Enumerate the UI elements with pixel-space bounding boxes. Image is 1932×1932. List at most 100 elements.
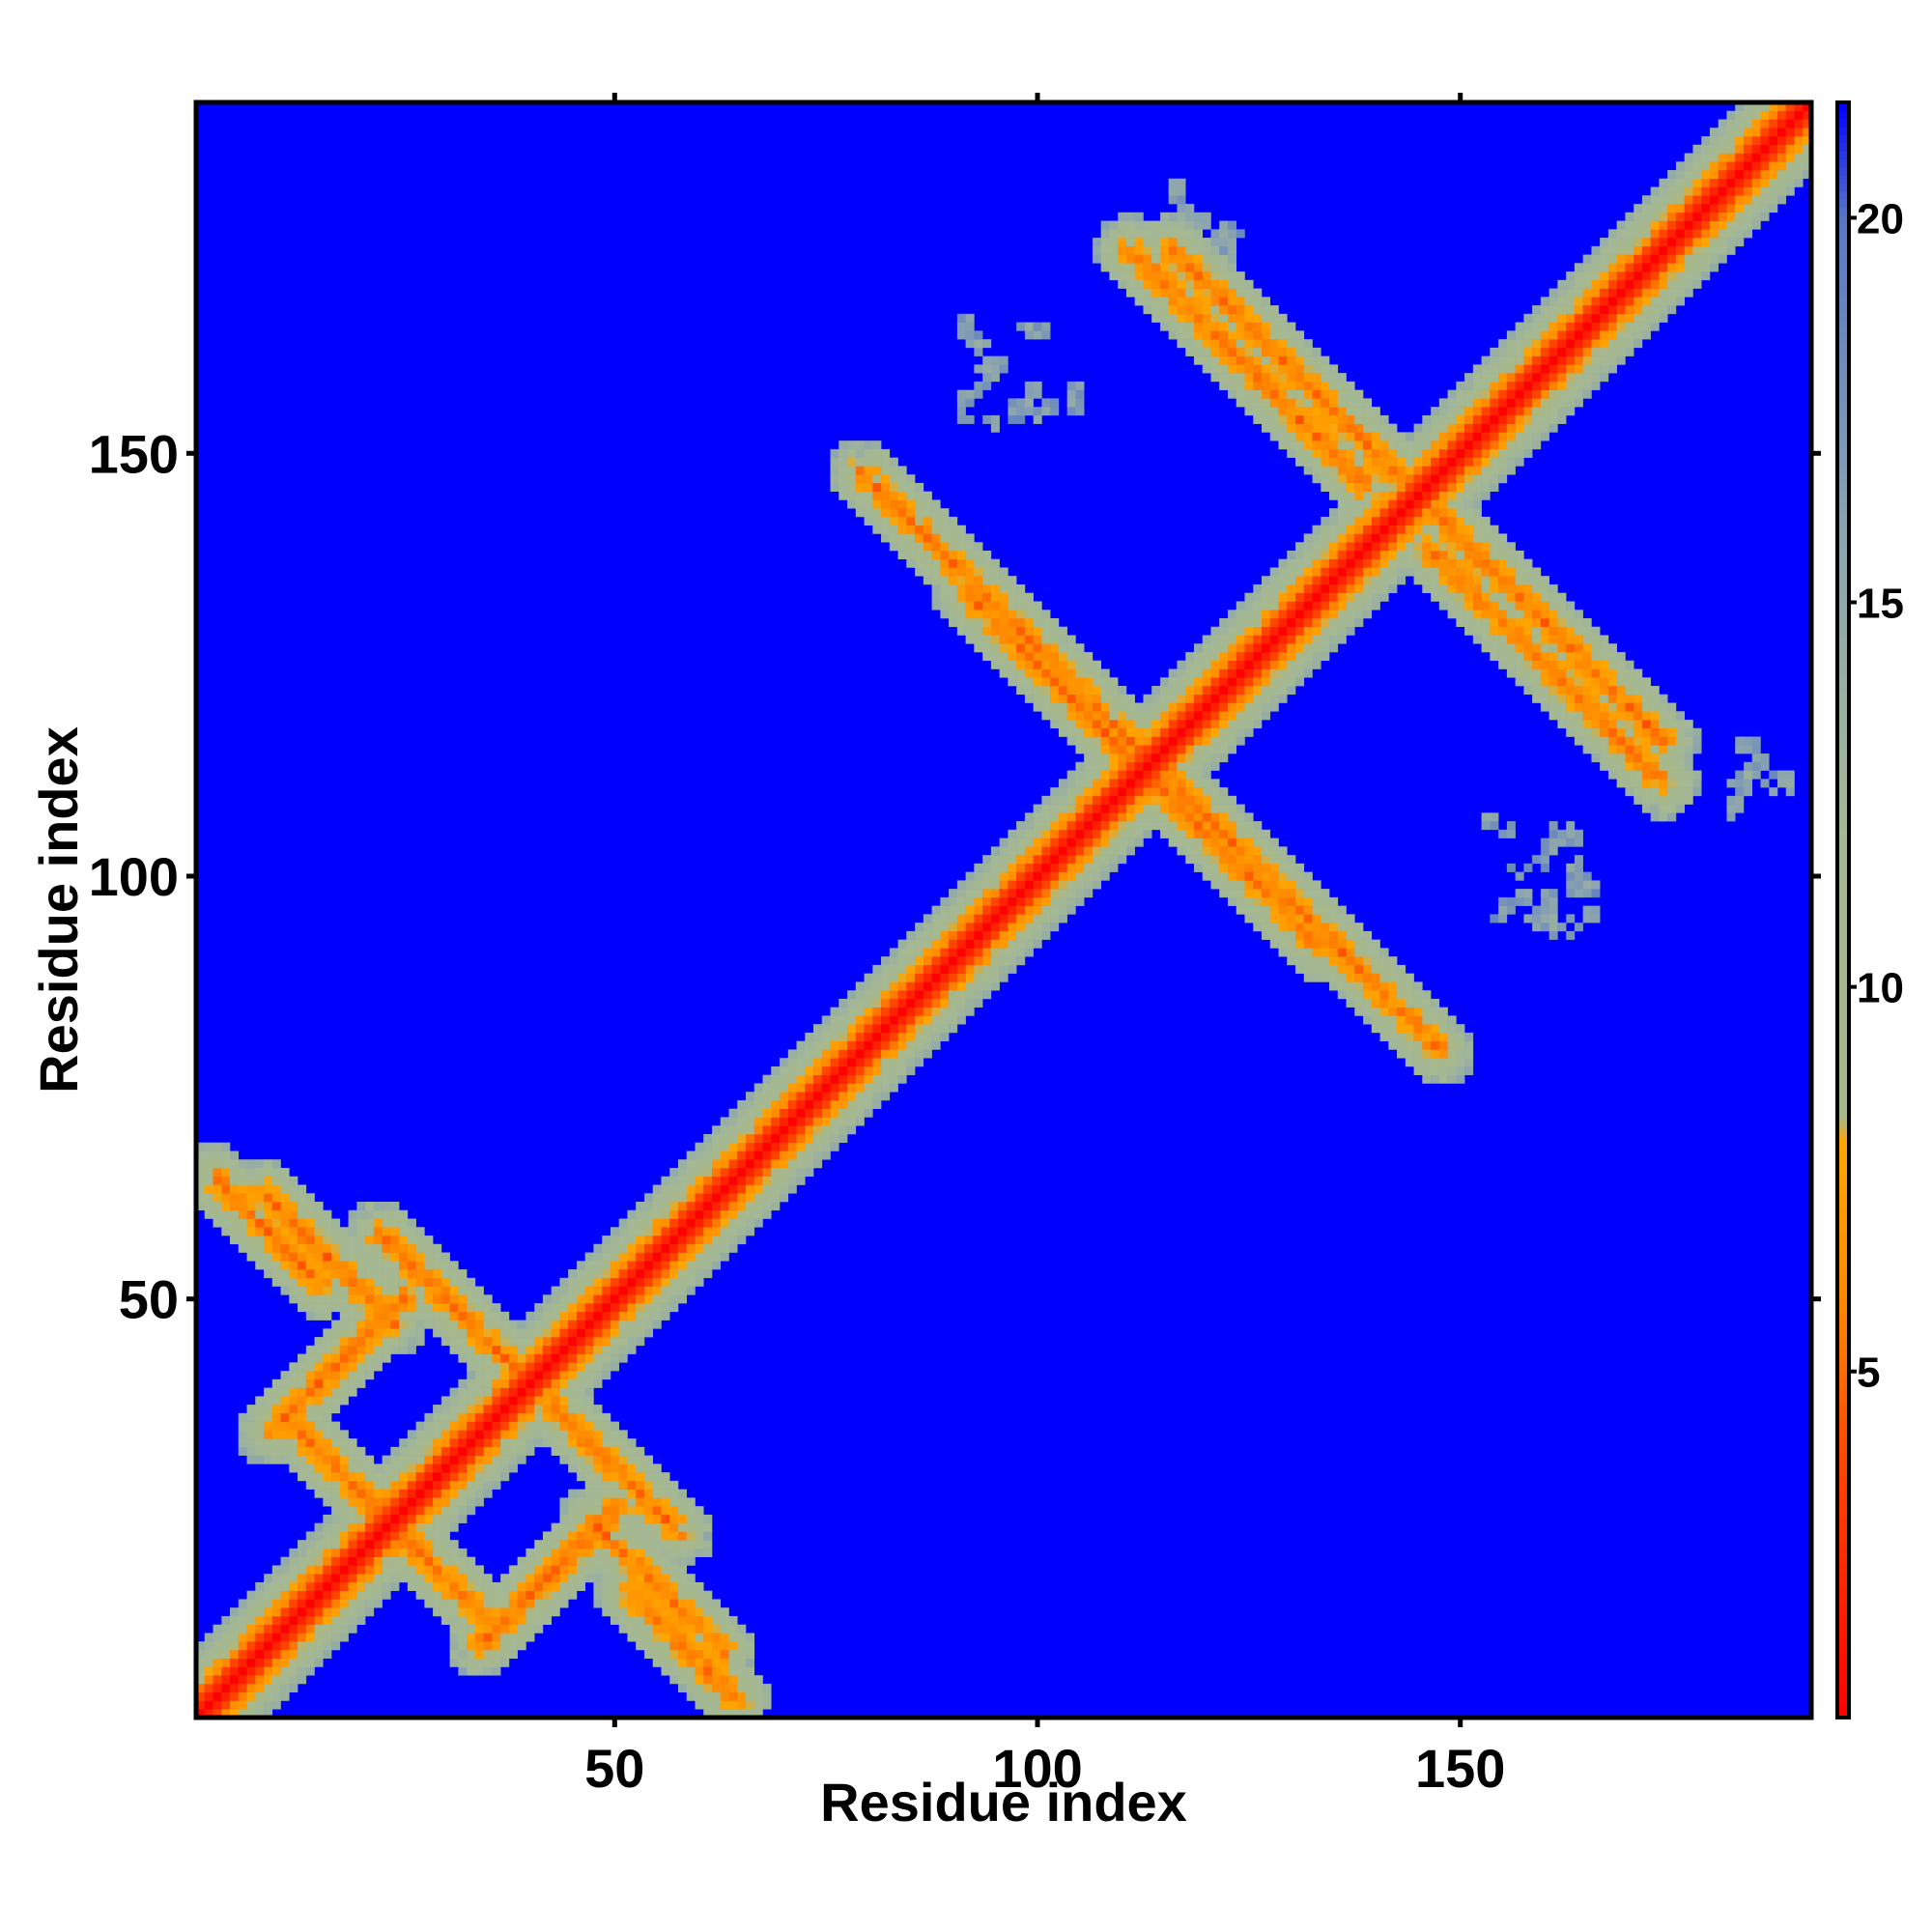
heatmap-cell [602, 1311, 611, 1321]
heatmap-cell [805, 1099, 814, 1110]
heatmap-cell [974, 381, 983, 390]
heatmap-cell [1151, 229, 1161, 239]
heatmap-cell [1346, 930, 1355, 940]
heatmap-cell [847, 1074, 857, 1084]
heatmap-cell [1159, 220, 1169, 230]
heatmap-cell [1371, 964, 1380, 974]
heatmap-cell [711, 1243, 722, 1253]
heatmap-cell [627, 1320, 637, 1329]
heatmap-cell [965, 896, 975, 906]
heatmap-cell [780, 1065, 789, 1075]
heatmap-cell [1236, 322, 1245, 331]
heatmap-cell [771, 1083, 781, 1093]
heatmap-cell [864, 448, 873, 458]
heatmap-cell [500, 1412, 510, 1422]
heatmap-cell [517, 1641, 526, 1651]
heatmap-cell [264, 1421, 273, 1431]
heatmap-cell [399, 1277, 409, 1287]
heatmap-cell [1177, 330, 1186, 340]
heatmap-cell [339, 1378, 349, 1388]
heatmap-cell [1295, 880, 1305, 890]
heatmap-cell [584, 1353, 594, 1363]
heatmap-cell [1075, 838, 1085, 847]
heatmap-cell [424, 1480, 434, 1490]
heatmap-cell [1244, 313, 1254, 323]
heatmap-cell [1244, 626, 1254, 636]
heatmap-cell [314, 1202, 324, 1211]
heatmap-cell [1346, 414, 1355, 424]
heatmap-cell [787, 1133, 797, 1144]
heatmap-cell [1050, 871, 1060, 881]
heatmap-cell [855, 1099, 865, 1110]
heatmap-cell [1016, 601, 1026, 611]
heatmap-cell [830, 1015, 839, 1025]
heatmap-cell [897, 499, 907, 509]
heatmap-cell [331, 1252, 341, 1262]
heatmap-cell [1379, 964, 1389, 974]
heatmap-cell [323, 1615, 332, 1625]
heatmap-cell [542, 1556, 552, 1566]
heatmap-cell [1363, 508, 1373, 518]
heatmap-cell [889, 516, 898, 526]
heatmap-cell [1050, 829, 1060, 838]
heatmap-cell [1050, 863, 1060, 872]
heatmap-cell [1008, 829, 1017, 838]
heatmap-cell [1312, 956, 1321, 966]
heatmap-cell [728, 1709, 738, 1719]
heatmap-cell [990, 660, 1000, 669]
heatmap-cell [1329, 516, 1339, 526]
heatmap-cell [999, 576, 1009, 585]
heatmap-cell [618, 1311, 628, 1321]
heatmap-cell [593, 1565, 603, 1575]
heatmap-cell [728, 1209, 738, 1219]
heatmap-cell [686, 1184, 696, 1194]
heatmap-cell [1236, 905, 1245, 915]
heatmap-cell [339, 1252, 349, 1262]
heatmap-cell [407, 1581, 416, 1591]
heatmap-cell [433, 1590, 442, 1600]
heatmap-cell [323, 1227, 332, 1236]
heatmap-cell [593, 1303, 603, 1313]
heatmap-cell [382, 1303, 391, 1313]
heatmap-cell [534, 1405, 544, 1414]
heatmap-cell [1379, 491, 1389, 500]
heatmap-cell [1016, 407, 1026, 416]
heatmap-cell [1227, 339, 1237, 349]
heatmap-cell [838, 474, 848, 484]
heatmap-cell [703, 1683, 713, 1693]
heatmap-cell [915, 482, 924, 492]
heatmap-cell [669, 1218, 679, 1228]
heatmap-cell [602, 1590, 611, 1600]
heatmap-cell [956, 626, 966, 636]
heatmap-cell [931, 905, 941, 915]
heatmap-cell [246, 1159, 256, 1169]
heatmap-cell [390, 1497, 400, 1507]
heatmap-cell [602, 1320, 611, 1329]
heatmap-cell [221, 1658, 231, 1667]
heatmap-cell [1177, 220, 1186, 230]
heatmap-cell [1202, 668, 1211, 678]
heatmap-cell [1278, 930, 1288, 940]
heatmap-cell [703, 1133, 713, 1144]
heatmap-cell [753, 1117, 763, 1126]
heatmap-cell [855, 981, 865, 991]
heatmap-cell [1075, 795, 1085, 805]
heatmap-cell [677, 1531, 688, 1541]
heatmap-cell [1033, 821, 1042, 831]
heatmap-cell [373, 1269, 383, 1279]
heatmap-cell [390, 1243, 400, 1253]
heatmap-cell [1312, 643, 1321, 653]
heatmap-cell [271, 1202, 281, 1211]
heatmap-cell [373, 1286, 383, 1295]
heatmap-cell [643, 1252, 654, 1262]
heatmap-cell [382, 1531, 391, 1541]
heatmap-cell [382, 1590, 391, 1600]
heatmap-cell [467, 1489, 476, 1498]
heatmap-cell [720, 1202, 729, 1211]
heatmap-cell [1219, 355, 1229, 365]
heatmap-cell [305, 1261, 315, 1270]
heatmap-cell [331, 1506, 341, 1516]
heatmap-cell [1058, 846, 1067, 856]
heatmap-cell [1202, 795, 1211, 805]
heatmap-cell [762, 1151, 772, 1160]
